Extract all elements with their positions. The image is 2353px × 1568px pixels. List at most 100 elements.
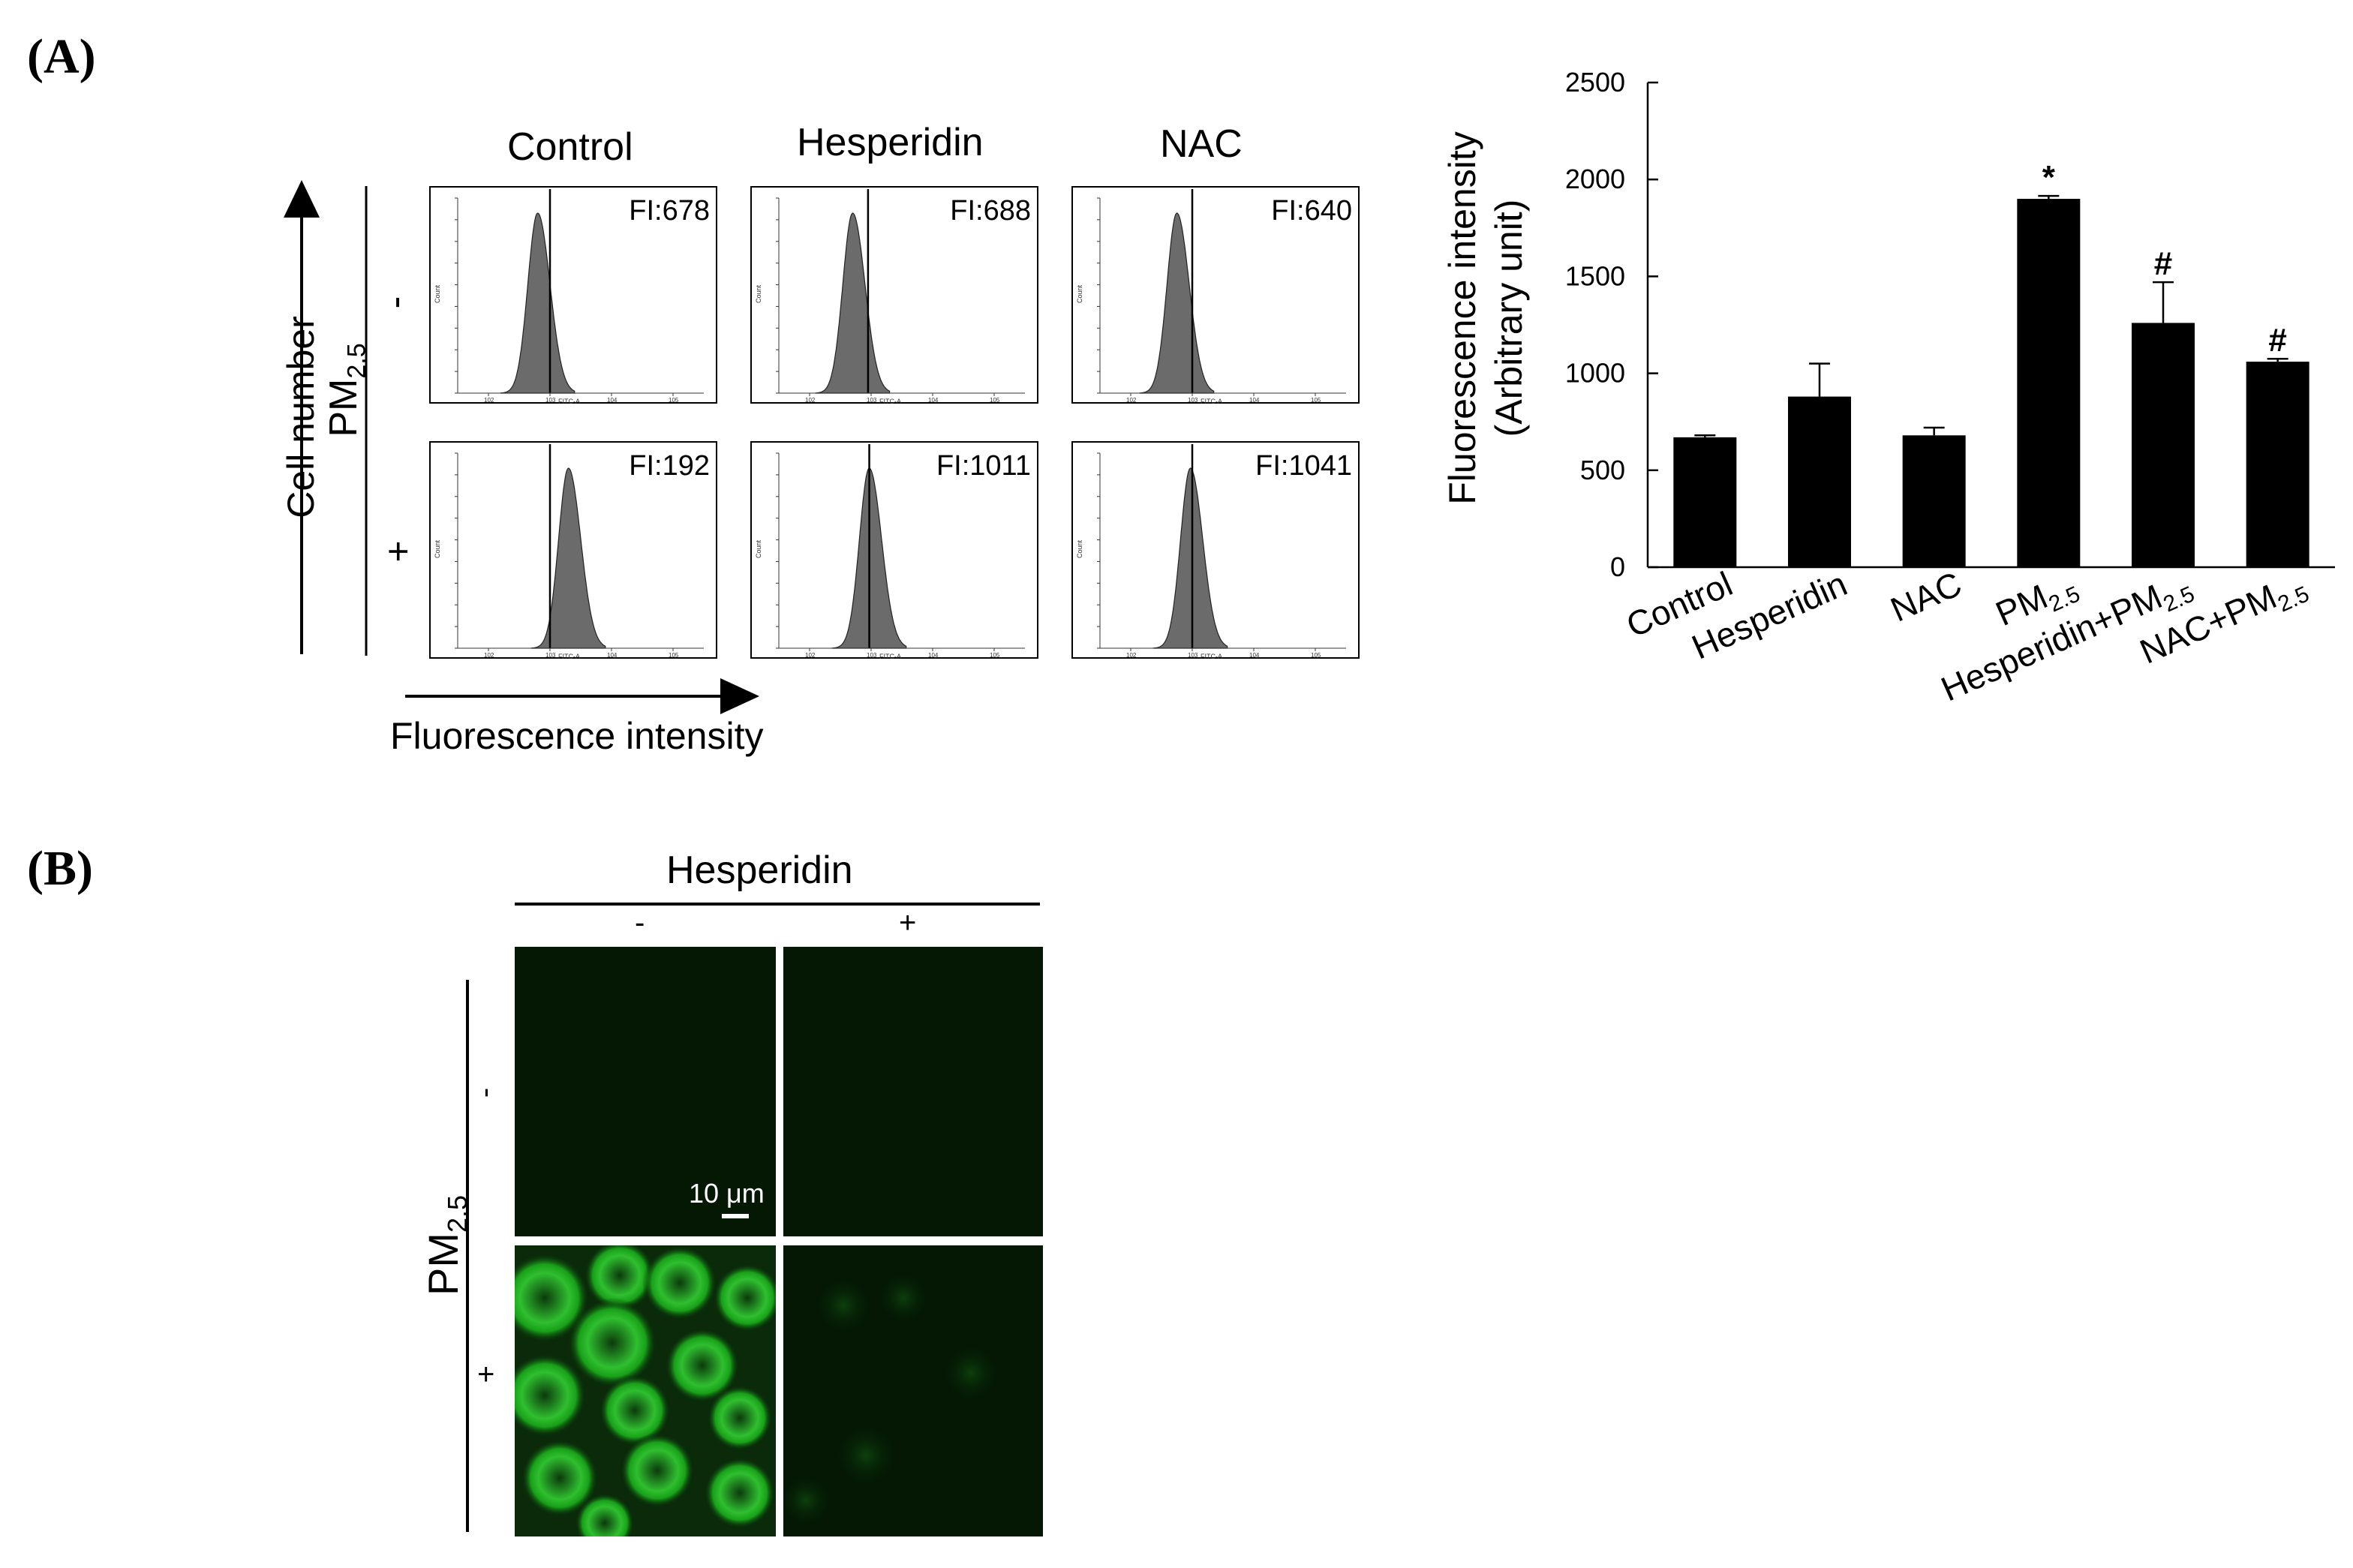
significance-mark: # — [2154, 245, 2172, 282]
hist-x-tick-label: 105 — [990, 652, 1000, 659]
hist-x-tick-label: 103 — [1188, 652, 1198, 659]
hesperidin-pm25-cells — [783, 1245, 1043, 1536]
hist-x-tick-label: 102 — [805, 652, 816, 659]
histogram-fill — [1152, 467, 1228, 649]
hist-x-tick-label: 105 — [669, 652, 679, 659]
hist-x-tick-label: 105 — [990, 397, 1000, 404]
micro-image-hesperidin — [783, 947, 1043, 1236]
bar-category-label: NAC — [1885, 564, 1967, 629]
hist-x-tick-label: 104 — [1249, 397, 1260, 404]
hist-y-axis-name: Count — [1076, 284, 1083, 303]
fi-value: FI:678 — [629, 195, 710, 227]
histogram-box-control-row2: 102 103 104 105 FITC-A Count FI:192 — [429, 441, 717, 660]
histogram-plot: 102 103 104 105 FITC-A Count — [755, 189, 1025, 405]
bar — [2132, 323, 2195, 567]
bar-category-label: NAC+PM2.5 — [2134, 564, 2312, 676]
micro-image-control — [515, 947, 776, 1236]
fluorescence-arrow — [405, 678, 759, 714]
micro-header-rule — [515, 903, 1040, 906]
hist-x-tick-label: 103 — [867, 397, 877, 404]
column-header-nac: NAC — [1160, 122, 1243, 166]
histogram-box-hesperidin-row1: 102 103 104 105 FITC-A Count FI:688 — [750, 186, 1038, 405]
hist-x-tick-label: 102 — [1126, 652, 1137, 659]
bar — [1902, 435, 1966, 567]
hist-x-tick-label: 102 — [484, 397, 494, 404]
micro-row-rule — [466, 980, 469, 1532]
hist-x-axis-name: FITC-A — [879, 653, 901, 660]
hist-x-axis-name: FITC-A — [1201, 398, 1222, 405]
fi-value: FI:192 — [629, 450, 710, 482]
hist-x-tick-label: 104 — [928, 397, 939, 404]
significance-mark: # — [2268, 322, 2286, 359]
cell-number-arrow — [284, 180, 320, 654]
hist-x-tick-label: 104 — [928, 652, 939, 659]
fi-value: FI:640 — [1271, 195, 1352, 227]
micro-row-sign-minus: - — [468, 1087, 502, 1098]
histogram-box-control-row1: 102 103 104 105 FITC-A Count FI:678 — [429, 186, 717, 405]
fi-value: FI:1011 — [936, 450, 1031, 482]
histogram-plot: 102 103 104 105 FITC-A Count — [434, 444, 704, 660]
bar-y-tick-label: 2500 — [1565, 67, 1625, 98]
hist-x-tick-label: 103 — [1188, 397, 1198, 404]
micro-row-sign-plus: + — [477, 1358, 495, 1391]
histogram-plot: 102 103 104 105 FITC-A Count — [1076, 444, 1346, 660]
bar-y-tick-label: 500 — [1580, 455, 1625, 485]
bar-y-tick-label: 1500 — [1565, 260, 1625, 291]
hist-x-axis-name: FITC-A — [879, 398, 901, 405]
scale-bar — [722, 1214, 749, 1218]
micro-image-pm25 — [515, 1245, 776, 1536]
hist-x-tick-label: 105 — [669, 397, 679, 404]
bar — [1673, 437, 1737, 567]
hist-x-tick-label: 103 — [545, 397, 556, 404]
bar — [1788, 396, 1851, 567]
hist-x-tick-label: 102 — [484, 652, 494, 659]
significance-mark: * — [2042, 159, 2056, 196]
hist-x-tick-label: 102 — [805, 397, 816, 404]
hist-x-tick-label: 104 — [607, 652, 618, 659]
histogram-plot: 102 103 104 105 FITC-A Count — [434, 189, 704, 405]
hist-x-axis-name: FITC-A — [1201, 653, 1222, 660]
histogram-fill — [815, 212, 891, 394]
micro-col-sign-plus: + — [899, 906, 917, 939]
column-header-control: Control — [507, 125, 633, 169]
bar — [2246, 362, 2309, 567]
hist-x-axis-name: FITC-A — [558, 398, 580, 405]
hist-y-axis-name: Count — [755, 284, 762, 303]
micro-row-label-main: PM — [419, 1233, 467, 1296]
hist-y-axis-name: Count — [434, 539, 441, 558]
hist-y-axis-name: Count — [755, 539, 762, 558]
bar-y-tick-label: 1000 — [1565, 358, 1625, 389]
hist-x-axis-name: FITC-A — [558, 653, 580, 660]
hist-x-tick-label: 104 — [1249, 652, 1260, 659]
histogram-box-hesperidin-row2: 102 103 104 105 FITC-A Count FI:1011 — [750, 441, 1038, 660]
micro-image-hesperidin-pm25 — [783, 1245, 1043, 1536]
hist-x-tick-label: 104 — [607, 397, 618, 404]
column-header-hesperidin: Hesperidin — [797, 121, 984, 164]
hist-x-tick-label: 103 — [545, 652, 556, 659]
hist-x-tick-label: 105 — [1311, 652, 1321, 659]
histogram-fill — [500, 212, 575, 394]
hist-y-axis-name: Count — [434, 284, 441, 303]
micro-col-sign-minus: - — [635, 906, 645, 939]
fi-value: FI:688 — [950, 195, 1031, 227]
x-axis-label: Fluorescence intensity — [390, 715, 764, 757]
bar-y-tick-label: 0 — [1610, 551, 1625, 582]
hist-x-tick-label: 105 — [1311, 397, 1321, 404]
histogram-box-nac-row1: 102 103 104 105 FITC-A Count FI:640 — [1071, 186, 1360, 405]
histogram-fill — [1139, 212, 1215, 394]
bar — [2017, 199, 2081, 567]
histogram-plot: 102 103 104 105 FITC-A Count — [755, 444, 1025, 660]
histogram-fill — [530, 467, 606, 649]
scale-bar-label: 10 μm — [689, 1178, 765, 1209]
panel-b-label: (B) — [27, 841, 93, 896]
bar-y-tick-label: 2000 — [1565, 164, 1625, 194]
panel-a-label: (A) — [27, 29, 96, 84]
hist-x-tick-label: 103 — [867, 652, 877, 659]
micro-column-header: Hesperidin — [666, 849, 853, 892]
row-group-bracket — [365, 186, 368, 656]
histogram-plot: 102 103 104 105 FITC-A Count — [1076, 189, 1346, 405]
hist-y-axis-name: Count — [1076, 539, 1083, 558]
pm25-cells — [515, 1245, 776, 1536]
histogram-box-nac-row2: 102 103 104 105 FITC-A Count FI:1041 — [1071, 441, 1360, 660]
